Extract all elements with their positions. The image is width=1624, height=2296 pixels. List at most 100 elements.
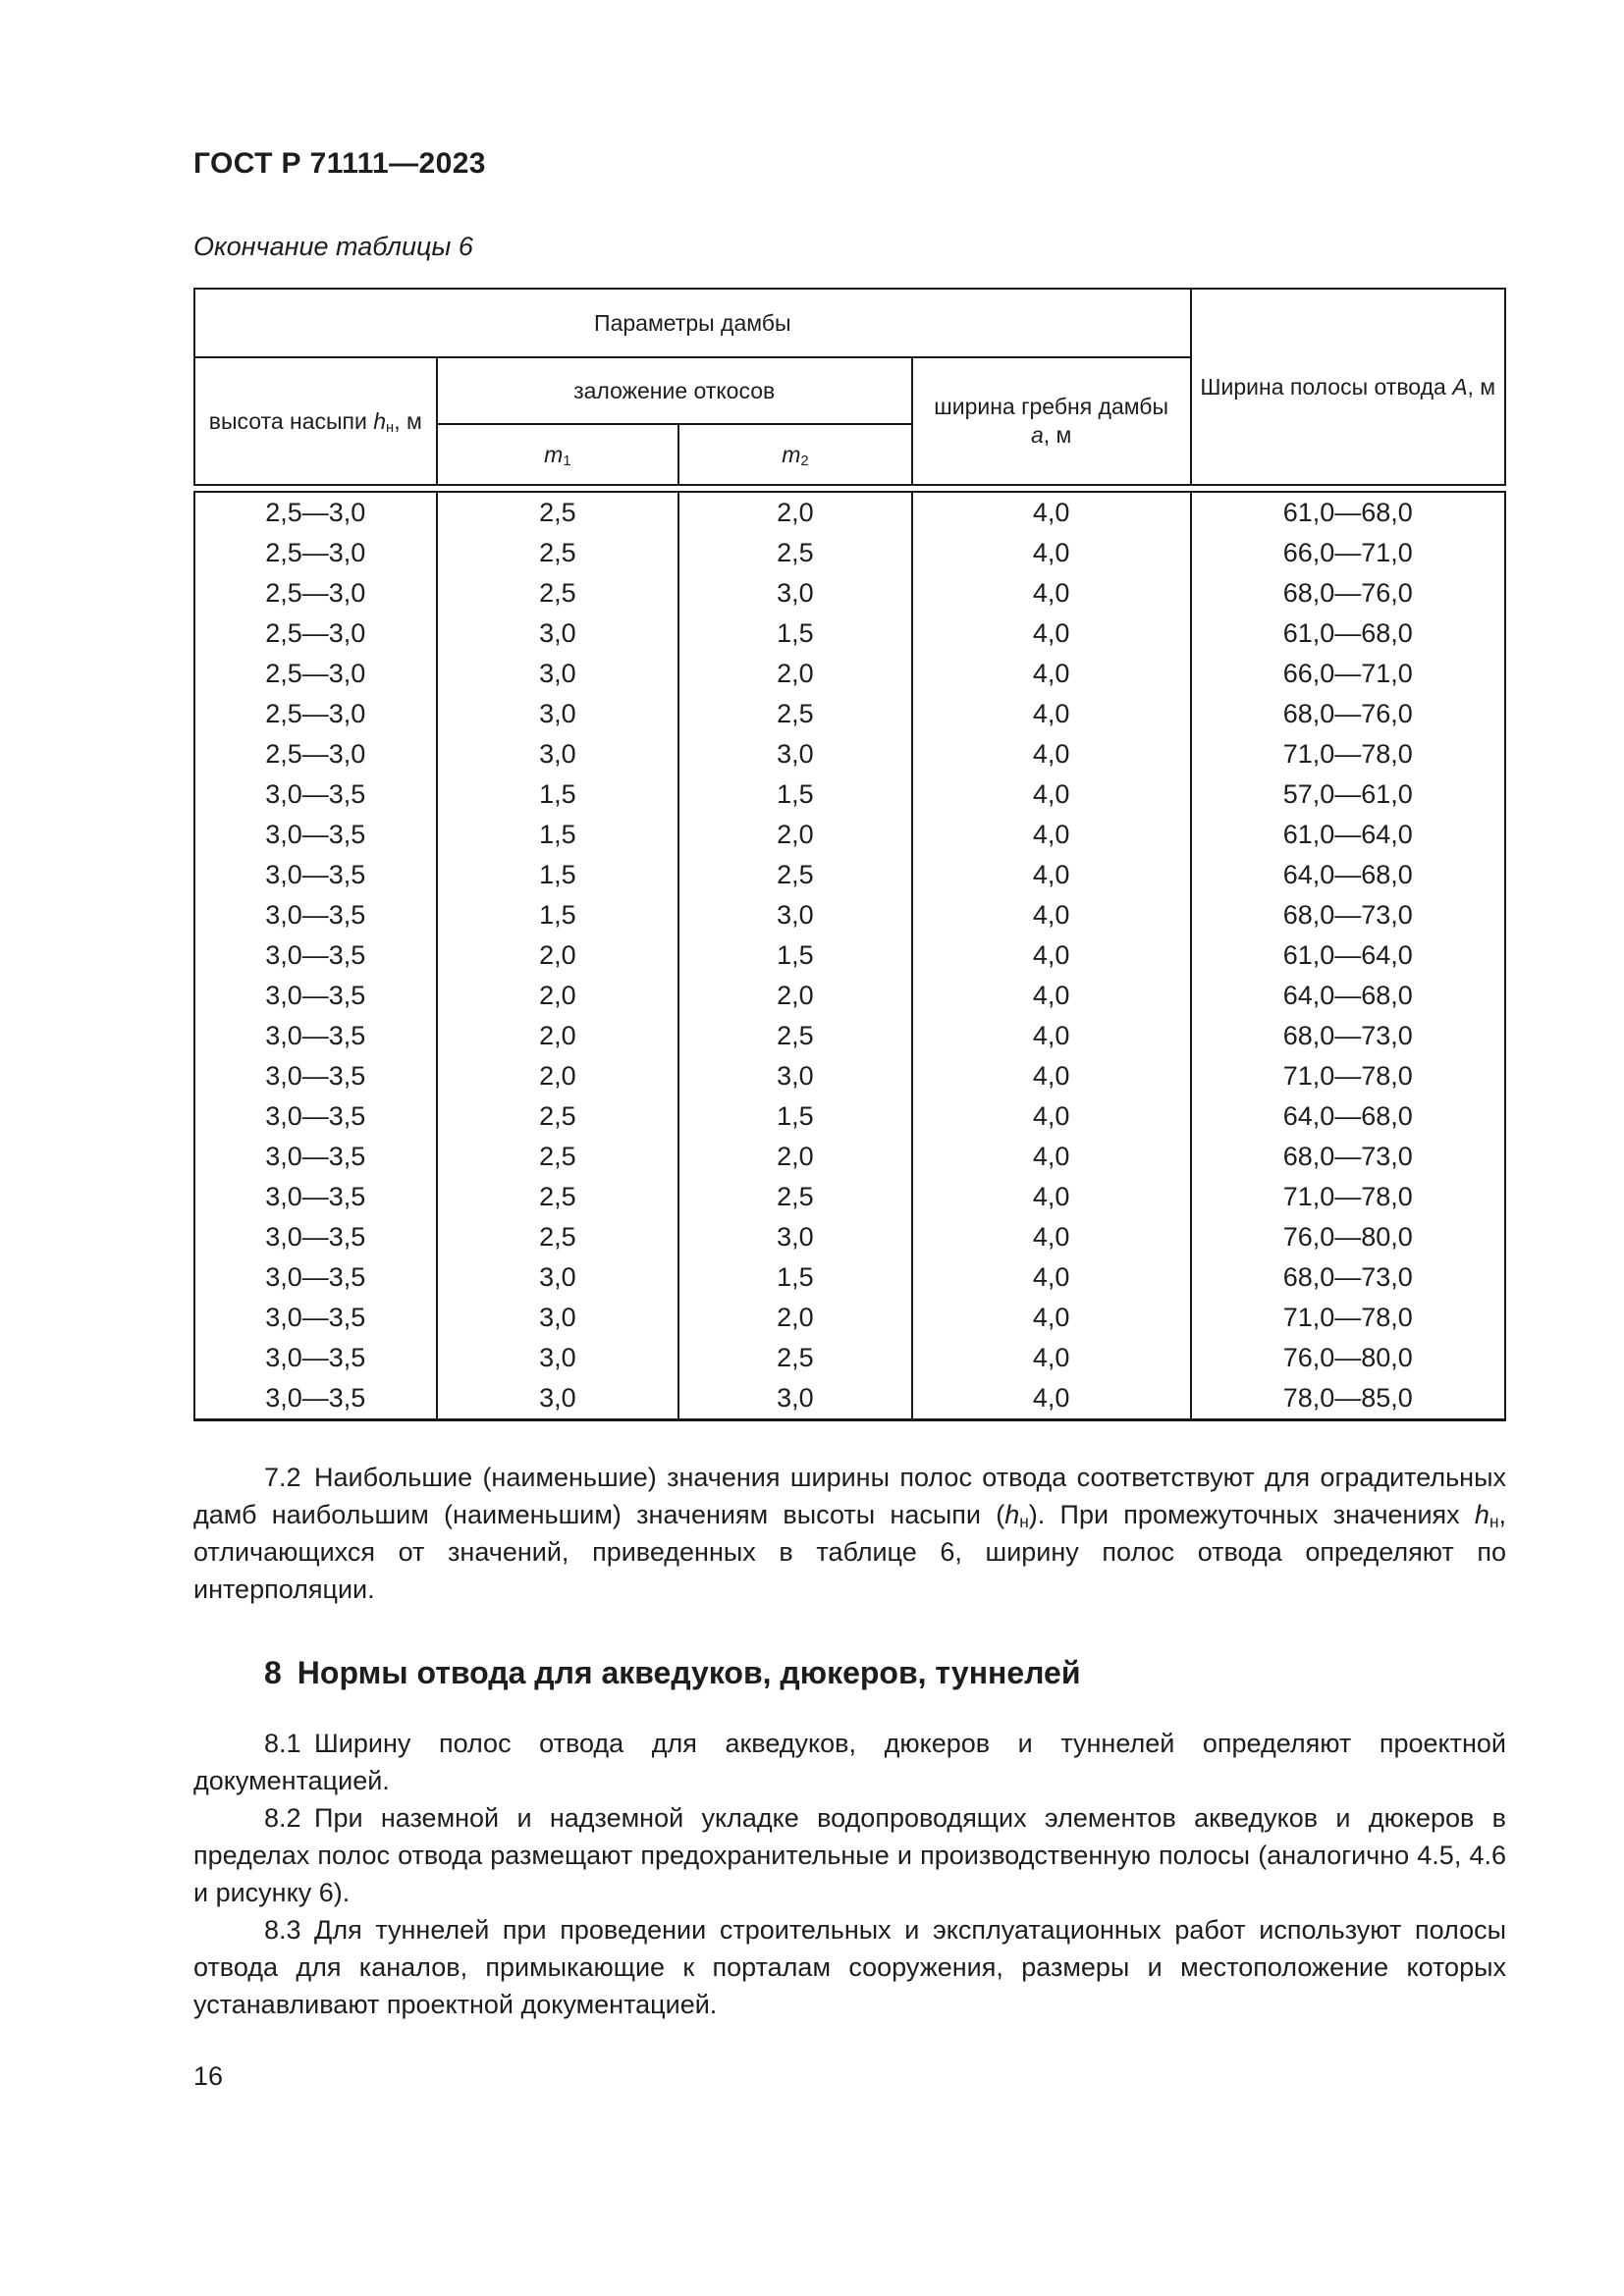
- para-8-1: 8.1 Ширину полос отвода для акведуков, д…: [193, 1728, 1506, 1795]
- table-cell: 1,5: [677, 774, 913, 815]
- table-cell: 2,5: [677, 1016, 913, 1056]
- table-cell: 4,0: [910, 895, 1192, 935]
- table-6-body: 2,5—3,0 2,5 2,0 4,0 61,0—68,0 2,5—3,0 2,5 2,5 4,…: [193, 491, 1507, 1421]
- table-cell: 4,0: [910, 533, 1192, 573]
- table-cell: 66,0—71,0: [1189, 654, 1507, 694]
- table-cell: 2,5—3,0: [193, 614, 438, 654]
- table-cell: 3,0—3,5: [193, 895, 438, 935]
- table-row: 2,5—3,0 3,0 3,0 4,0 71,0—78,0: [193, 734, 1507, 774]
- table-cell: 68,0—73,0: [1189, 895, 1507, 935]
- table-cell: 3,0—3,5: [193, 774, 438, 815]
- table-cell: 68,0—73,0: [1189, 1257, 1507, 1298]
- table-cell: 2,5: [435, 573, 680, 614]
- table-cell: 2,5: [435, 492, 680, 533]
- table-cell: 3,0: [435, 1257, 680, 1298]
- table-cell: 2,5—3,0: [193, 533, 438, 573]
- table-cell: 1,5: [435, 895, 680, 935]
- table-cell: 2,0: [435, 935, 680, 976]
- table-cell: 2,0: [435, 1056, 680, 1096]
- table-cell: 3,0: [435, 654, 680, 694]
- table-cell: 61,0—64,0: [1189, 815, 1507, 855]
- table-row: 3,0—3,5 2,0 2,0 4,0 64,0—68,0: [193, 976, 1507, 1016]
- table-cell: 2,0: [435, 976, 680, 1016]
- table-cell: 4,0: [910, 734, 1192, 774]
- table-cell: 4,0: [910, 1096, 1192, 1137]
- table-cell: 78,0—85,0: [1189, 1378, 1507, 1420]
- table-cell: 3,0: [677, 1217, 913, 1257]
- table-cell: 4,0: [910, 1257, 1192, 1298]
- table-cell: 1,5: [435, 815, 680, 855]
- table-cell: 4,0: [910, 1137, 1192, 1177]
- table-cell: 3,0—3,5: [193, 935, 438, 976]
- section-8-heading: 8 Нормы отвода для акведуков, дюкеров, т…: [264, 1655, 1081, 1690]
- table-row: 3,0—3,5 2,0 2,5 4,0 68,0—73,0: [193, 1016, 1507, 1056]
- table-cell: 1,5: [435, 855, 680, 895]
- table-row: 3,0—3,5 3,0 1,5 4,0 68,0—73,0: [193, 1257, 1507, 1298]
- table-cell: 2,0: [677, 1137, 913, 1177]
- table-cell: 3,0—3,5: [193, 976, 438, 1016]
- table-row: 3,0—3,5 3,0 3,0 4,0 78,0—85,0: [193, 1378, 1507, 1420]
- table-cell: 4,0: [910, 1177, 1192, 1217]
- col-crest-width: ширина гребня дамбы а, м: [910, 356, 1192, 486]
- table-cell: 3,0—3,5: [193, 1338, 438, 1378]
- table-cell: 2,0: [677, 654, 913, 694]
- table-cell: 4,0: [910, 1217, 1192, 1257]
- table-cell: 4,0: [910, 694, 1192, 734]
- table-cell: 2,5—3,0: [193, 492, 438, 533]
- table-row: 2,5—3,0 3,0 2,0 4,0 66,0—71,0: [193, 654, 1507, 694]
- table-cell: 68,0—76,0: [1189, 573, 1507, 614]
- table-cell: 4,0: [910, 614, 1192, 654]
- table-cell: 3,0—3,5: [193, 1096, 438, 1137]
- table-cell: 3,0: [435, 1378, 680, 1420]
- table-cell: 4,0: [910, 935, 1192, 976]
- table-row: 3,0—3,5 3,0 2,0 4,0 71,0—78,0: [193, 1298, 1507, 1338]
- table-cell: 61,0—64,0: [1189, 935, 1507, 976]
- table-cell: 3,0: [677, 1056, 913, 1096]
- table-cell: 2,0: [677, 976, 913, 1016]
- table-row: 2,5—3,0 2,5 3,0 4,0 68,0—76,0: [193, 573, 1507, 614]
- table-cell: 3,0: [435, 1298, 680, 1338]
- table-row: 3,0—3,5 2,5 3,0 4,0 76,0—80,0: [193, 1217, 1507, 1257]
- col-group-dam-params: Параметры дамбы: [193, 288, 1192, 358]
- table-row: 3,0—3,5 2,5 2,5 4,0 71,0—78,0: [193, 1177, 1507, 1217]
- table-cell: 3,0—3,5: [193, 1378, 438, 1420]
- table-cell: 68,0—76,0: [1189, 694, 1507, 734]
- table-cell: 4,0: [910, 1298, 1192, 1338]
- table-cell: 71,0—78,0: [1189, 1056, 1507, 1096]
- table-cell: 2,5: [435, 1096, 680, 1137]
- table-cell: 76,0—80,0: [1189, 1217, 1507, 1257]
- page-content: ГОСТ Р 71111—2023 Окончание таблицы 6 Па…: [193, 0, 1507, 2091]
- col-m1: m1: [435, 423, 680, 486]
- para-7-2: 7.2 Наибольшие (наименьшие) значения шир…: [193, 1463, 1506, 1604]
- table-cell: 1,5: [677, 1257, 913, 1298]
- table-row: 3,0—3,5 2,0 1,5 4,0 61,0—64,0: [193, 935, 1507, 976]
- table-caption: Окончание таблицы 6: [193, 232, 473, 261]
- table-cell: 4,0: [910, 1378, 1192, 1420]
- table-cell: 2,5: [435, 1177, 680, 1217]
- table-cell: 3,0—3,5: [193, 1016, 438, 1056]
- table-cell: 3,0—3,5: [193, 855, 438, 895]
- table-cell: 4,0: [910, 774, 1192, 815]
- table-cell: 3,0: [435, 614, 680, 654]
- table-cell: 4,0: [910, 976, 1192, 1016]
- table-cell: 3,0: [677, 895, 913, 935]
- table-row: 2,5—3,0 2,5 2,5 4,0 66,0—71,0: [193, 533, 1507, 573]
- table-cell: 3,0—3,5: [193, 1056, 438, 1096]
- table-row: 3,0—3,5 2,5 1,5 4,0 64,0—68,0: [193, 1096, 1507, 1137]
- table-cell: 2,0: [677, 492, 913, 533]
- table-cell: 3,0—3,5: [193, 815, 438, 855]
- table-cell: 3,0: [435, 694, 680, 734]
- table-cell: 1,5: [677, 935, 913, 976]
- table-cell: 57,0—61,0: [1189, 774, 1507, 815]
- table-cell: 2,5: [435, 1137, 680, 1177]
- table-cell: 2,5—3,0: [193, 734, 438, 774]
- table-cell: 71,0—78,0: [1189, 734, 1507, 774]
- doc-code: ГОСТ Р 71111—2023: [193, 147, 486, 180]
- table-cell: 2,5: [677, 533, 913, 573]
- table-cell: 2,5—3,0: [193, 654, 438, 694]
- table-cell: 4,0: [910, 815, 1192, 855]
- table-cell: 4,0: [910, 492, 1192, 533]
- table-cell: 3,0—3,5: [193, 1257, 438, 1298]
- table-cell: 71,0—78,0: [1189, 1177, 1507, 1217]
